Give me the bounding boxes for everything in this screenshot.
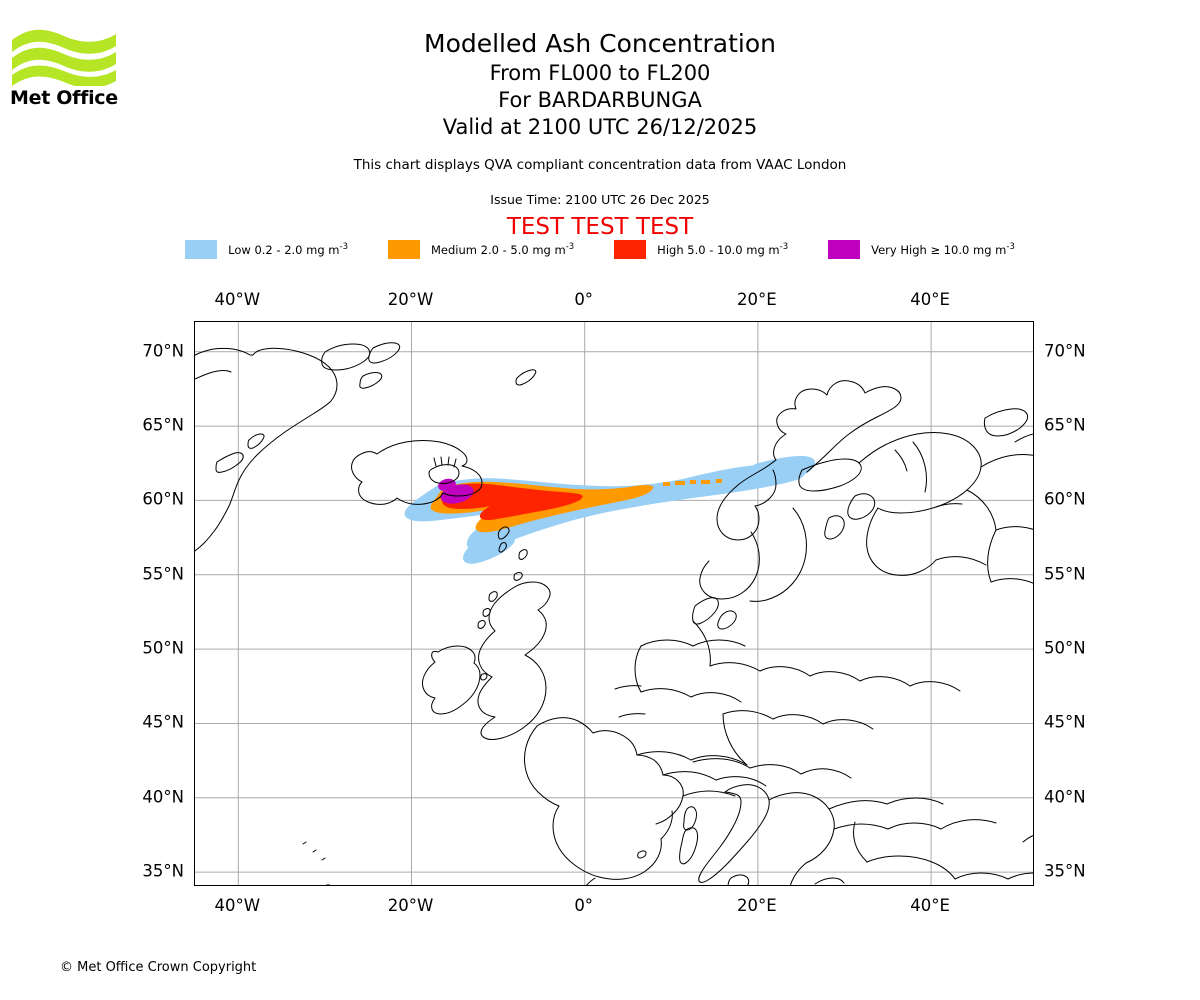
flight-level-range: From FL000 to FL200 [489,61,711,85]
legend-label-medium: Medium 2.0 - 5.0 mg m-3 [430,242,575,257]
lat-tick-right-70: 70°N [1044,341,1086,361]
met-office-logo-text: Met Office [10,87,118,109]
volcano-name: For BARDARBUNGA [498,88,702,112]
met-office-wave-icon [12,29,116,86]
lon-tick-bottom-40: 40°E [910,896,950,915]
legend-label-high: High 5.0 - 10.0 mg m-3 [657,242,789,257]
legend-item-high: High 5.0 - 10.0 mg m-3 [614,240,788,259]
lat-tick-right-65: 65°N [1044,415,1086,435]
legend-label-low: Low 0.2 - 2.0 mg m-3 [228,242,348,257]
map-frame [194,321,1034,886]
lon-tick-bottom--20: 20°W [387,896,434,915]
test-banner: TEST TEST TEST [506,214,694,240]
lat-tick-right-35: 35°N [1044,861,1086,881]
lat-tick-left-50: 50°N [142,638,184,658]
coastlines [195,342,1033,885]
map-gridlines [195,322,1033,885]
issue-time: Issue Time: 2100 UTC 26 Dec 2025 [490,192,710,207]
lat-tick-left-35: 35°N [142,861,184,881]
legend-swatch-very-high [828,240,861,259]
ash-plume [404,456,816,564]
qva-note: This chart displays QVA compliant concen… [353,157,847,173]
lat-tick-right-60: 60°N [1044,489,1086,509]
lat-tick-left-70: 70°N [142,341,184,361]
map-container: 40°W 20°W 0° 20°E 40°E 40°W 20°W 0° 20°E 40°E 70… [142,290,1085,915]
lon-tick-top-40: 40°E [910,290,950,309]
legend-item-very-high: Very High ≥ 10.0 mg m-3 [828,240,1015,259]
lat-tick-left-60: 60°N [142,489,184,509]
lat-tick-left-40: 40°N [142,787,184,807]
lon-tick-bottom--40: 40°W [214,896,261,915]
lon-tick-top-0: 0° [574,290,594,309]
lon-tick-top--20: 20°W [387,290,434,309]
map-canvas [195,322,1033,885]
lon-tick-top--40: 40°W [214,290,261,309]
lon-tick-bottom-0: 0° [574,896,594,915]
legend-swatch-medium [387,240,420,259]
page-title: Modelled Ash Concentration [424,29,776,58]
met-office-logo: Met Office [10,24,118,112]
legend-label-very-high: Very High ≥ 10.0 mg m-3 [871,242,1015,257]
lat-tick-left-65: 65°N [142,415,184,435]
legend-swatch-high [614,240,647,259]
valid-time: Valid at 2100 UTC 26/12/2025 [442,115,758,139]
lat-tick-left-45: 45°N [142,712,184,732]
lat-tick-right-40: 40°N [1044,787,1086,807]
lat-tick-right-50: 50°N [1044,638,1086,658]
legend-item-medium: Medium 2.0 - 5.0 mg m-3 [387,240,575,259]
copyright-notice: © Met Office Crown Copyright [60,960,257,975]
chart-header: Modelled Ash Concentration From FL000 to… [0,28,1200,141]
legend-swatch-low [185,240,218,259]
lat-tick-left-55: 55°N [142,564,184,584]
lon-tick-bottom-20: 20°E [737,896,777,915]
lat-tick-right-45: 45°N [1044,712,1086,732]
lat-tick-right-55: 55°N [1044,564,1086,584]
lon-tick-top-20: 20°E [737,290,777,309]
concentration-legend: Low 0.2 - 2.0 mg m-3 Medium 2.0 - 5.0 mg… [0,240,1200,259]
legend-item-low: Low 0.2 - 2.0 mg m-3 [185,240,348,259]
